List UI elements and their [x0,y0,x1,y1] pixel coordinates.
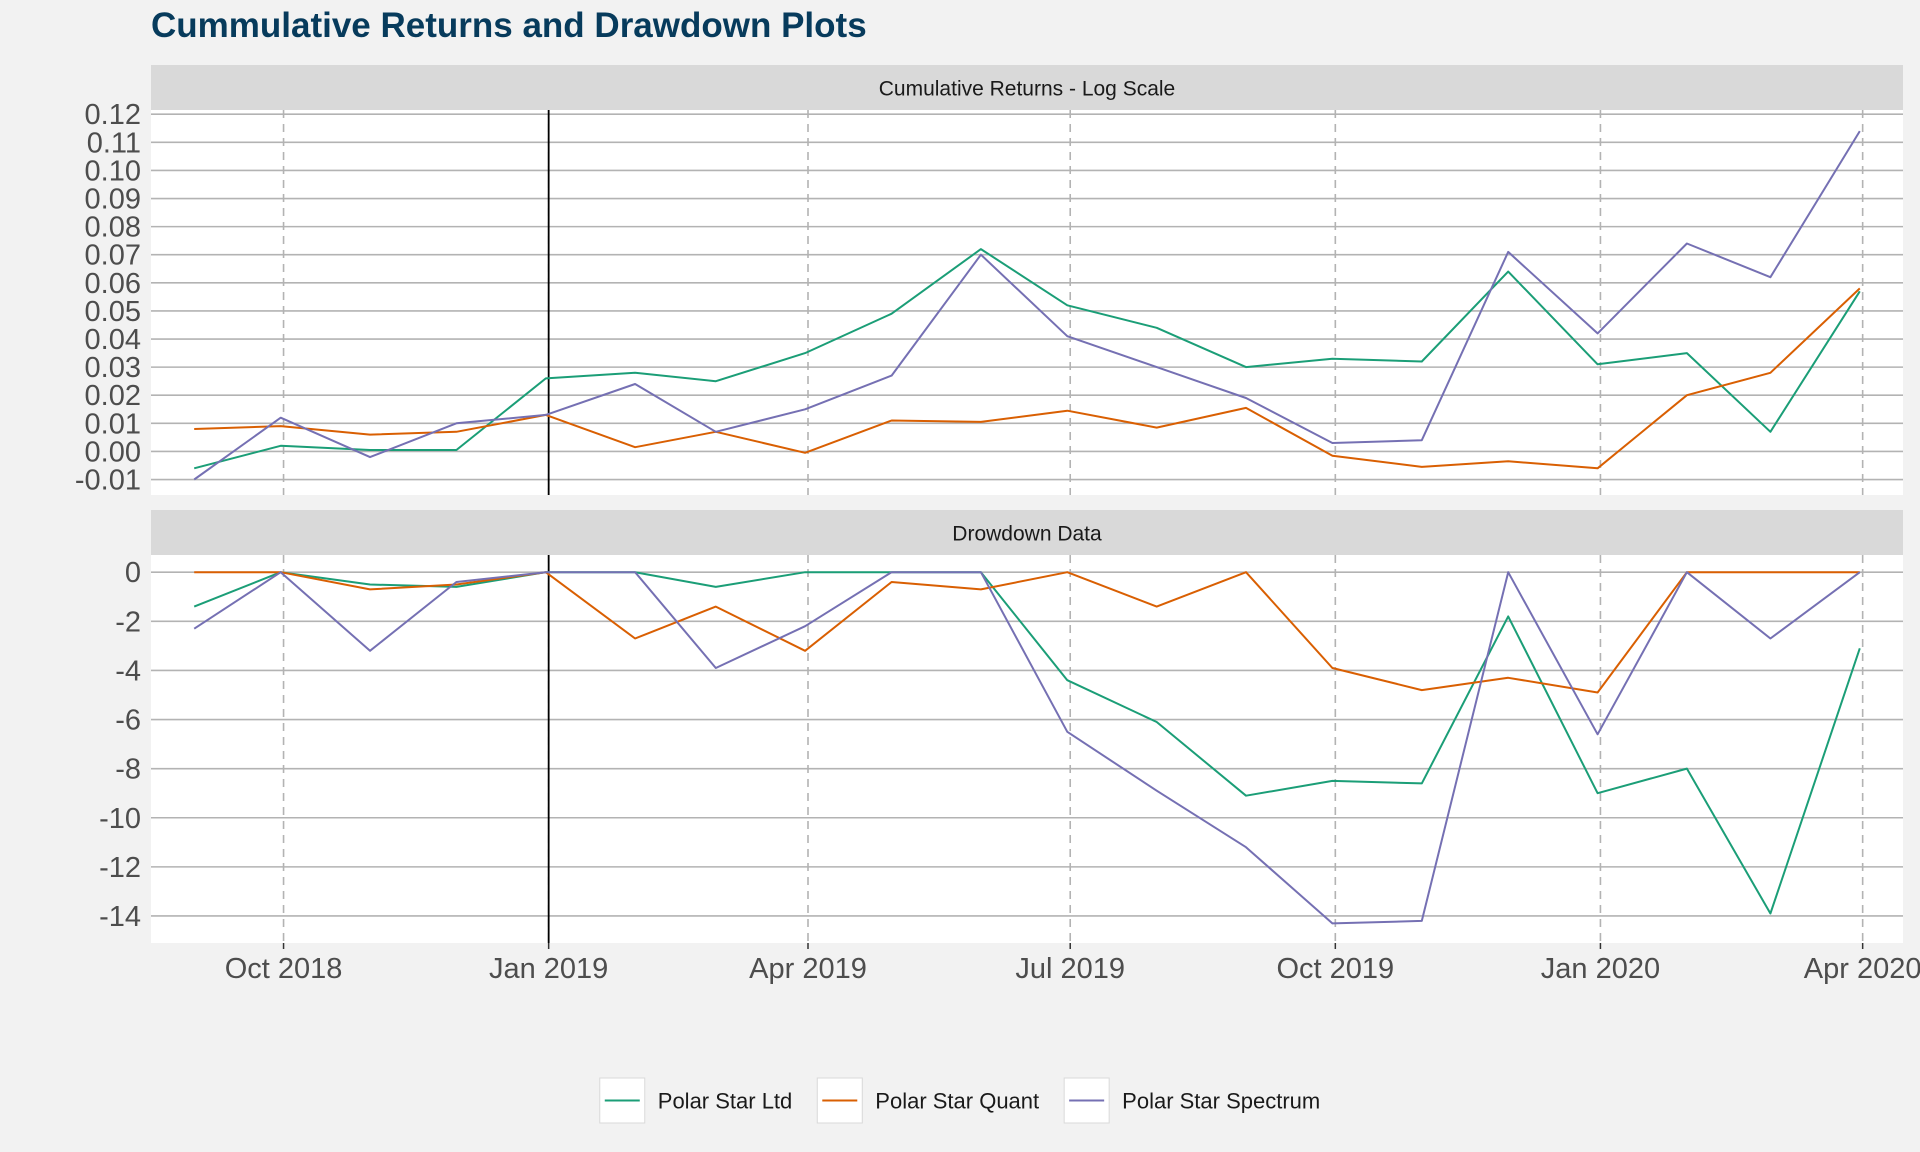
legend-item-polar-star-spectrum: Polar Star Spectrum [1064,1078,1320,1123]
y-tick-label: -14 [99,901,141,933]
y-tick-label: -10 [99,803,141,835]
y-tick-label: -2 [115,606,141,638]
x-tick-label: Apr 2019 [749,953,867,985]
x-tick-label: Oct 2018 [225,953,343,985]
panel-title: Cumulative Returns - Log Scale [879,78,1175,101]
y-tick-label: 0.12 [85,99,141,131]
legend-label: Polar Star Quant [875,1089,1039,1114]
y-tick-label: 0 [125,557,141,589]
y-tick-label: 0.01 [85,408,141,440]
x-tick-label: Oct 2019 [1276,953,1394,985]
x-tick-label: Jul 2019 [1015,953,1125,985]
panel-2: Drowdown Data 0 -2 -4 -6 -8 -10 -12 -14 [99,510,1903,943]
y-tick-label: -4 [115,655,141,687]
y-tick-label: 0.06 [85,268,141,300]
plot-background [151,110,1903,495]
y-tick-label: 0.00 [85,436,141,468]
y-tick-label: -6 [115,705,141,737]
plot-background [151,555,1903,943]
y-tick-label: 0.09 [85,184,141,216]
y-tick-label: 0.10 [85,155,141,187]
legend-item-polar-star-quant: Polar Star Quant [817,1078,1039,1123]
y-tick-label: 0.03 [85,352,141,384]
y-tick-label: 0.04 [85,324,141,356]
y-tick-label: -8 [115,754,141,786]
y-tick-label: 0.02 [85,380,141,412]
y-tick-label: -12 [99,852,141,884]
y-tick-label: -0.01 [75,465,141,497]
legend-label: Polar Star Ltd [658,1089,793,1114]
y-tick-label: 0.05 [85,296,141,328]
panel-1: Cumulative Returns - Log Scale-0.010.000… [75,65,1903,497]
panel-title: Drowdown Data [952,523,1102,546]
x-tick-label: Apr 2020 [1804,953,1920,985]
y-tick-label: 0.08 [85,212,141,244]
x-tick-label: Jan 2019 [489,953,608,985]
legend: Polar Star Ltd Polar Star Quant Polar Star… [600,1078,1320,1123]
y-tick-label: 0.07 [85,240,141,272]
y-tick-label: 0.11 [87,127,141,159]
x-tick-label: Jan 2020 [1541,953,1660,985]
legend-label: Polar Star Spectrum [1122,1089,1320,1114]
legend-item-polar-star-ltd: Polar Star Ltd [600,1078,793,1123]
